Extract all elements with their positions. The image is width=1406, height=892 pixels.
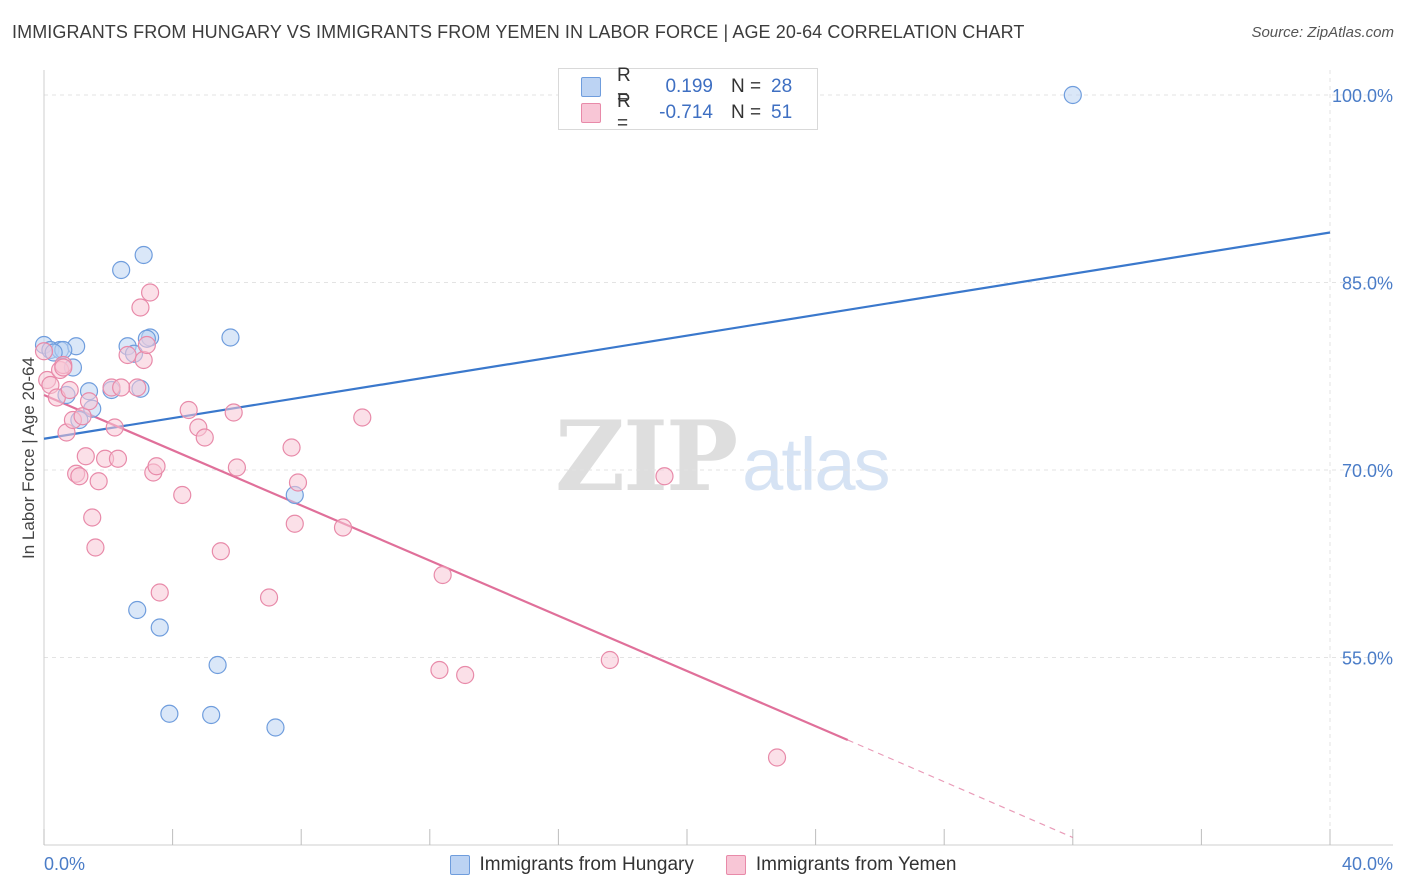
- point-s1-42: [430, 660, 449, 680]
- stats-swatch-yemen: [581, 103, 601, 123]
- point-s1-49: [112, 378, 131, 397]
- point-s0-14: [221, 328, 240, 347]
- point-s1-12: [83, 508, 102, 527]
- chart-title: IMMIGRANTS FROM HUNGARY VS IMMIGRANTS FR…: [12, 22, 1025, 42]
- x-tick-label-0: 0.0%: [44, 854, 85, 874]
- legend-swatch-hungary: [449, 855, 470, 875]
- trend-line-s0: [43, 231, 1331, 440]
- point-s1-28: [173, 485, 192, 505]
- y-tick-label-1: 85.0%: [1342, 274, 1393, 294]
- y-tick-label-0: 100.0%: [1332, 86, 1393, 106]
- y-tick-label-3: 55.0%: [1342, 649, 1393, 669]
- stats-r-value: -0.714: [659, 102, 713, 123]
- point-s1-18: [118, 345, 137, 365]
- stats-box: R = 0.199 N = 28 R = -0.714 N = 51: [558, 65, 818, 134]
- legend-item-yemen: Immigrants from Yemen: [725, 854, 957, 876]
- point-s1-34: [227, 458, 246, 477]
- point-s1-11: [79, 392, 99, 411]
- stats-row-hungary: R = 0.199 N = 28: [581, 65, 793, 108]
- point-s1-40: [353, 408, 372, 427]
- point-s0-19: [128, 600, 147, 620]
- point-s0-25: [1063, 85, 1082, 105]
- point-s1-36: [282, 438, 301, 457]
- trend-lines: [43, 231, 1331, 839]
- point-s1-14: [89, 472, 108, 491]
- point-s0-23: [202, 705, 221, 725]
- point-s1-13: [86, 538, 105, 557]
- tick-labels: 100.0% 85.0% 70.0% 55.0% 0.0% 40.0% In Labor F…: [19, 86, 1393, 874]
- stats-n-value: 51: [771, 102, 793, 123]
- legend-label-yemen: Immigrants from Yemen: [755, 854, 957, 875]
- point-s0-20: [150, 618, 169, 637]
- axes: [43, 70, 1393, 846]
- point-s1-9: [73, 407, 92, 426]
- point-s0-10: [134, 245, 153, 265]
- source-label: Source: ZipAtlas.com: [1251, 24, 1394, 41]
- point-s1-31: [195, 428, 214, 447]
- point-s1-25: [147, 457, 166, 476]
- y-tick-label-2: 70.0%: [1342, 461, 1393, 481]
- point-s1-48: [70, 467, 89, 486]
- data-points: [34, 85, 1082, 767]
- point-s1-41: [433, 565, 452, 585]
- point-s1-44: [600, 650, 619, 670]
- point-s0-21: [208, 655, 227, 675]
- point-s1-27: [137, 335, 156, 355]
- point-s1-20: [105, 418, 124, 437]
- point-s1-29: [179, 400, 198, 420]
- point-s0-24: [266, 718, 285, 737]
- point-s1-35: [259, 588, 279, 607]
- point-s1-32: [211, 542, 230, 561]
- grid: [44, 70, 1378, 845]
- point-s1-43: [456, 665, 475, 685]
- stats-swatch-hungary: [581, 77, 601, 97]
- point-s1-19: [128, 378, 147, 397]
- stats-r-label: R =: [617, 91, 631, 134]
- stats-row-yemen: R = -0.714 N = 51: [581, 91, 793, 134]
- point-s1-10: [76, 447, 95, 466]
- point-s1-6: [60, 380, 79, 400]
- watermark-zip: ZIP: [555, 400, 738, 513]
- point-s1-46: [767, 748, 787, 767]
- legend-item-hungary: Immigrants from Hungary: [449, 854, 694, 876]
- legend-label-hungary: Immigrants from Hungary: [479, 854, 694, 875]
- y-axis-title: In Labor Force | Age 20-64: [19, 357, 38, 559]
- legend: Immigrants from Hungary Immigrants from …: [0, 852, 1406, 878]
- point-s1-0: [34, 342, 54, 361]
- point-s1-17: [108, 449, 128, 468]
- point-s1-33: [224, 403, 243, 422]
- legend-swatch-yemen: [725, 855, 746, 875]
- point-s0-11: [112, 260, 131, 280]
- watermark-atlas: atlas: [742, 423, 890, 506]
- point-s1-22: [134, 350, 153, 370]
- point-s0-22: [160, 704, 179, 723]
- trend-line-dashed-s1: [847, 739, 1074, 839]
- point-s1-45: [655, 467, 674, 486]
- watermark: ZIPatlas: [555, 400, 890, 513]
- point-s1-37: [285, 514, 304, 533]
- point-s1-21: [131, 298, 150, 317]
- point-s1-39: [333, 518, 353, 537]
- point-s1-50: [54, 358, 73, 377]
- point-s1-23: [140, 283, 160, 302]
- x-tick-label-1: 40.0%: [1342, 854, 1393, 874]
- stats-n-label: N =: [731, 102, 762, 123]
- point-s1-26: [150, 583, 169, 602]
- stats-r-value: 0.199: [665, 76, 713, 97]
- stats-n-value: 28: [771, 76, 793, 97]
- point-s1-38: [288, 473, 308, 492]
- stats-n-label: N =: [731, 76, 762, 97]
- stats-r-label: R =: [617, 65, 631, 108]
